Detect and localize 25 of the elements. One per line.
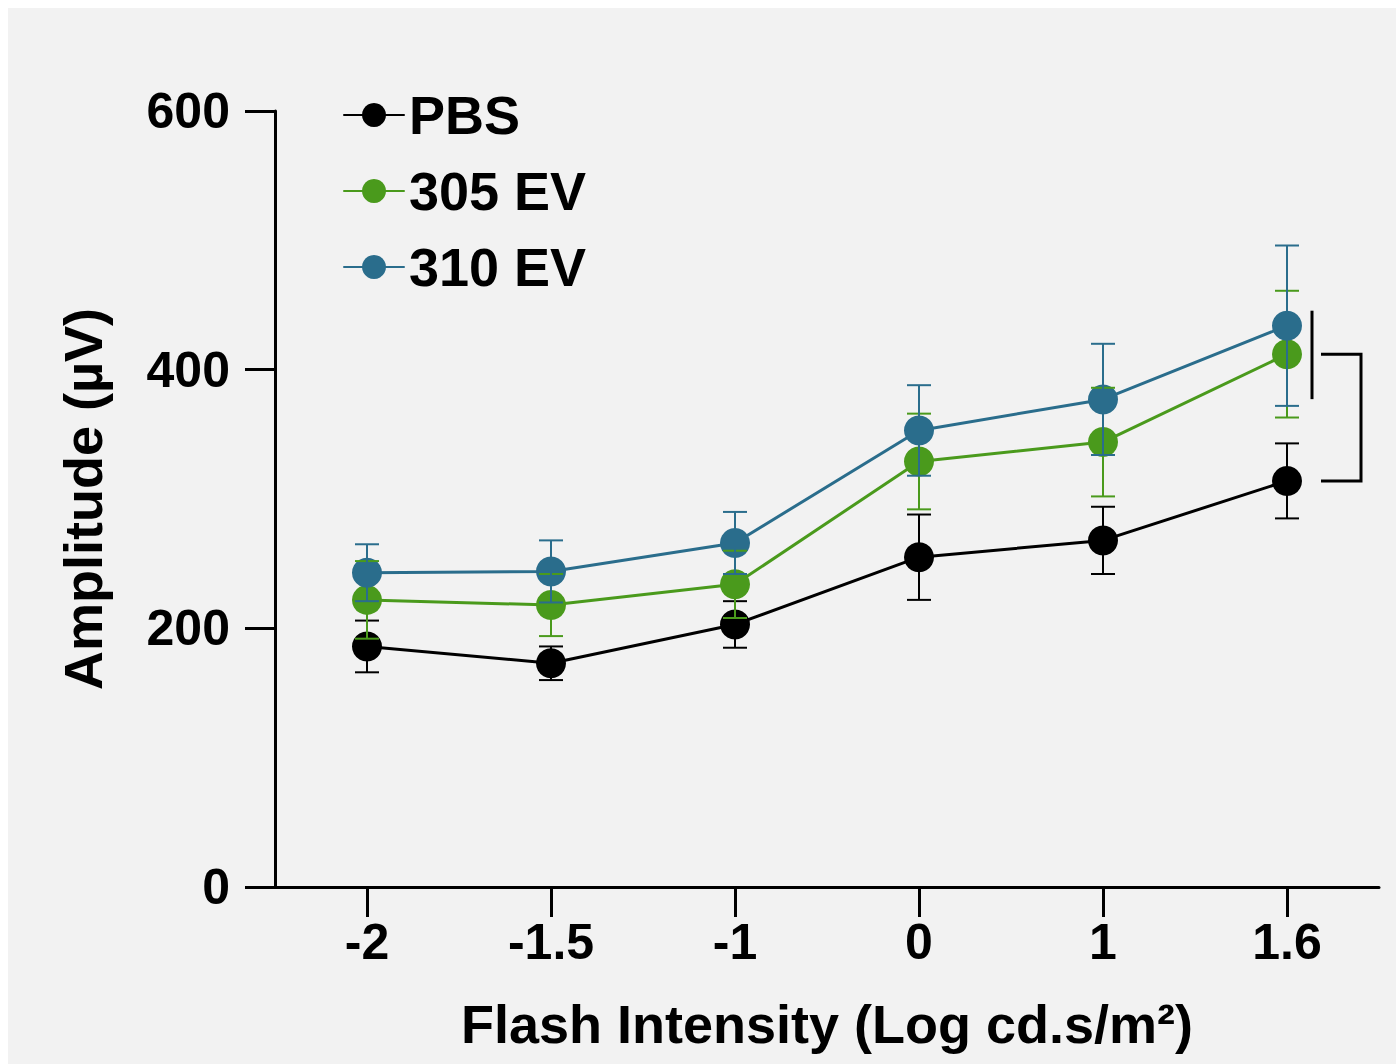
point: [1088, 525, 1118, 556]
x-tick-label: -1.5: [507, 914, 595, 970]
x-tick-label: 0: [905, 914, 933, 970]
y-tick-label: 0: [202, 859, 230, 915]
point: [1272, 339, 1302, 370]
y-tick-label: 200: [146, 600, 230, 657]
legend-label: 305 EV: [409, 161, 587, 221]
legend-label: PBS: [409, 85, 521, 145]
x-tick-label: -1: [712, 914, 758, 970]
point: [720, 569, 750, 600]
y-axis-title: Amplitude (µV): [53, 307, 113, 691]
point: [904, 542, 934, 573]
point: [904, 415, 934, 446]
x-axis-title: Flash Intensity (Log cd.s/m²): [460, 994, 1194, 1054]
x-tick-label: -2: [344, 914, 390, 970]
point: [904, 446, 934, 477]
point: [352, 557, 382, 588]
legend-label: 310 EV: [409, 237, 587, 297]
x-tick-label: 1.6: [1252, 914, 1322, 970]
point: [1272, 310, 1302, 341]
point: [1272, 465, 1302, 496]
y-tick-label: 600: [146, 83, 230, 139]
x-tick-label: 1: [1089, 914, 1117, 970]
point: [1088, 384, 1118, 415]
y-tick-label: 400: [146, 341, 230, 398]
